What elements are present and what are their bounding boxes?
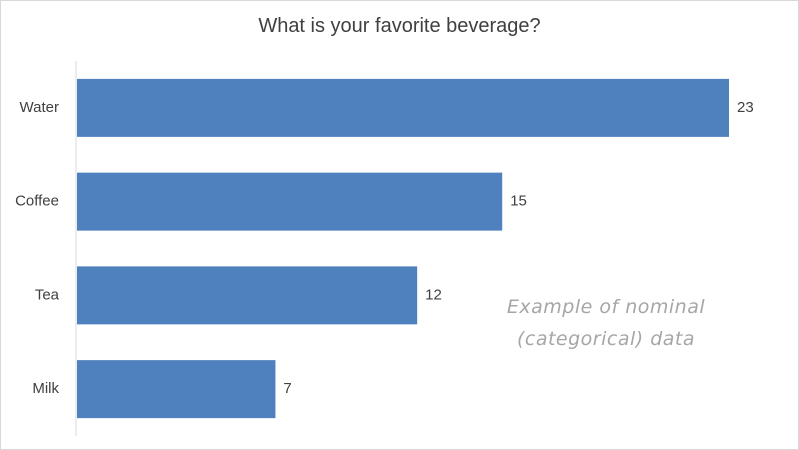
category-label-water: Water bbox=[20, 99, 59, 116]
annotation-line-1: Example of nominal bbox=[506, 296, 706, 318]
value-label-water: 23 bbox=[737, 99, 754, 116]
value-label-coffee: 15 bbox=[510, 193, 527, 210]
annotation-line-2: (categorical) data bbox=[516, 328, 696, 350]
category-label-coffee: Coffee bbox=[15, 193, 59, 210]
category-label-tea: Tea bbox=[35, 286, 60, 303]
category-label-milk: Milk bbox=[32, 380, 59, 397]
annotation-note: Example of nominal (categorical) data bbox=[491, 291, 721, 355]
value-label-milk: 7 bbox=[283, 380, 291, 397]
chart-title: What is your favorite beverage? bbox=[258, 15, 541, 37]
bar-water bbox=[77, 78, 729, 137]
bar-coffee bbox=[77, 172, 503, 231]
value-label-tea: 12 bbox=[425, 286, 442, 303]
bar-tea bbox=[77, 266, 418, 325]
bar-milk bbox=[77, 360, 276, 419]
